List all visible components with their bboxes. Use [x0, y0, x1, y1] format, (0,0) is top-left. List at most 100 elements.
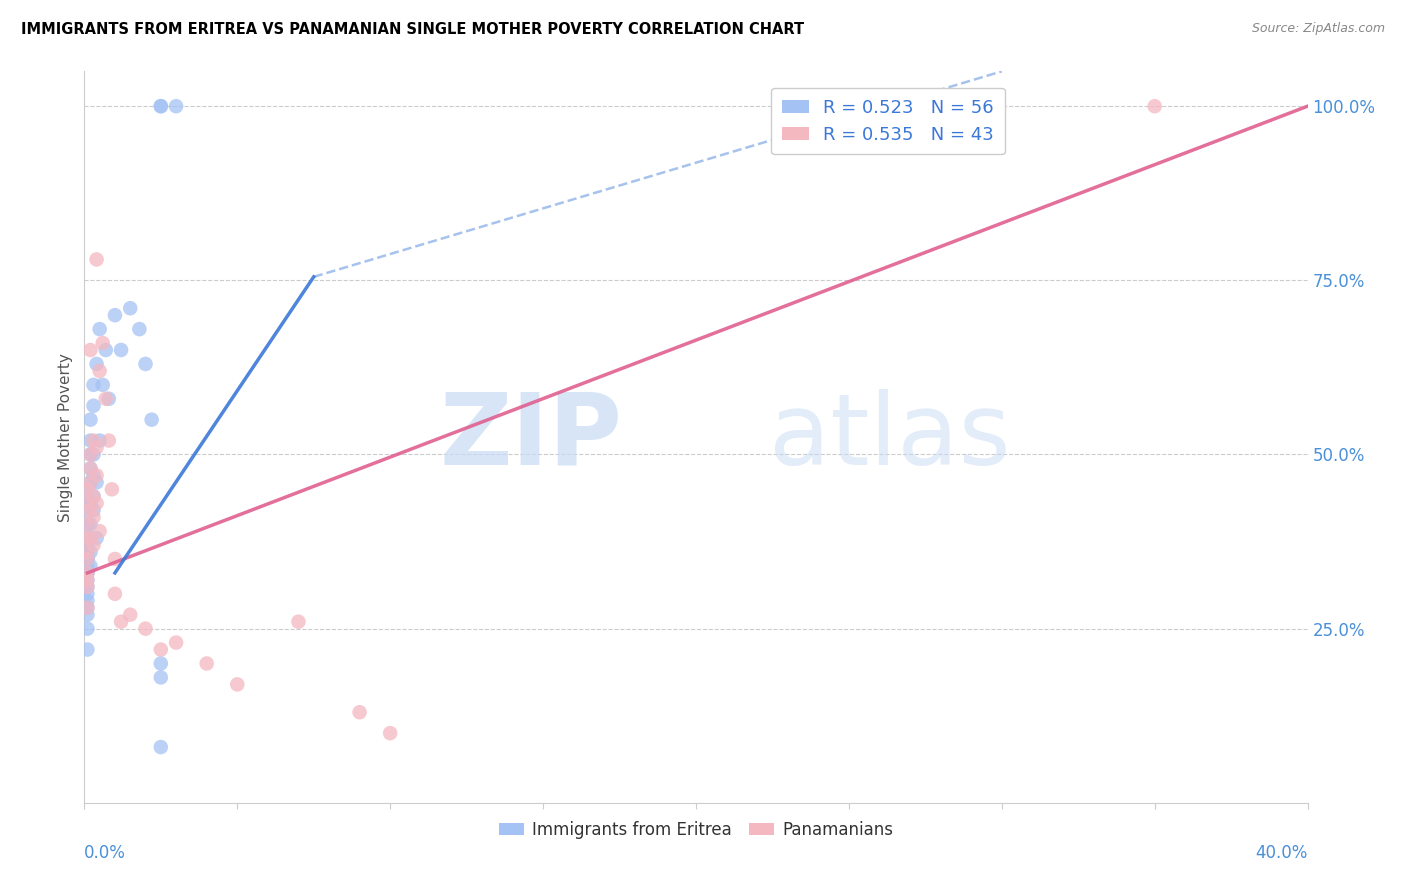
Panamanians [76, 517, 98, 532]
Immigrants from Eritrea [76, 587, 98, 601]
Immigrants from Eritrea [86, 475, 108, 490]
Immigrants from Eritrea [76, 552, 98, 566]
Panamanians [76, 573, 98, 587]
Text: atlas: atlas [769, 389, 1011, 485]
Panamanians [94, 392, 117, 406]
Text: Source: ZipAtlas.com: Source: ZipAtlas.com [1251, 22, 1385, 36]
Immigrants from Eritrea [76, 496, 98, 510]
Immigrants from Eritrea [149, 99, 172, 113]
Panamanians [104, 587, 127, 601]
Immigrants from Eritrea [76, 566, 98, 580]
Immigrants from Eritrea [97, 392, 120, 406]
Immigrants from Eritrea [76, 573, 98, 587]
Panamanians [110, 615, 132, 629]
Immigrants from Eritrea [76, 503, 98, 517]
Immigrants from Eritrea [79, 531, 101, 545]
Panamanians [79, 461, 101, 475]
Panamanians [104, 552, 127, 566]
Immigrants from Eritrea [104, 308, 127, 322]
Text: 0.0%: 0.0% [84, 845, 127, 863]
Panamanians [79, 448, 101, 462]
Immigrants from Eritrea [76, 545, 98, 559]
Immigrants from Eritrea [83, 468, 105, 483]
Text: ZIP: ZIP [440, 389, 623, 485]
Panamanians [76, 531, 98, 545]
Immigrants from Eritrea [79, 448, 101, 462]
Panamanians [76, 566, 98, 580]
Panamanians [83, 434, 105, 448]
Panamanians [79, 503, 101, 517]
Panamanians [83, 489, 105, 503]
Panamanians [97, 434, 120, 448]
Panamanians [195, 657, 218, 671]
Immigrants from Eritrea [79, 461, 101, 475]
Panamanians [76, 496, 98, 510]
Panamanians [91, 336, 114, 351]
Panamanians [79, 343, 101, 357]
Immigrants from Eritrea [76, 531, 98, 545]
Panamanians [149, 642, 172, 657]
Immigrants from Eritrea [165, 99, 187, 113]
Text: IMMIGRANTS FROM ERITREA VS PANAMANIAN SINGLE MOTHER POVERTY CORRELATION CHART: IMMIGRANTS FROM ERITREA VS PANAMANIAN SI… [21, 22, 804, 37]
Panamanians [86, 468, 108, 483]
Immigrants from Eritrea [94, 343, 117, 357]
Immigrants from Eritrea [76, 538, 98, 552]
Panamanians [76, 580, 98, 594]
Immigrants from Eritrea [76, 600, 98, 615]
Panamanians [165, 635, 187, 649]
Immigrants from Eritrea [76, 642, 98, 657]
Panamanians [76, 600, 98, 615]
Immigrants from Eritrea [76, 607, 98, 622]
Immigrants from Eritrea [83, 489, 105, 503]
Immigrants from Eritrea [76, 483, 98, 497]
Immigrants from Eritrea [89, 322, 111, 336]
Immigrants from Eritrea [79, 558, 101, 573]
Panamanians [89, 364, 111, 378]
Immigrants from Eritrea [76, 552, 98, 566]
Immigrants from Eritrea [86, 531, 108, 545]
Immigrants from Eritrea [79, 517, 101, 532]
Panamanians [120, 607, 142, 622]
Immigrants from Eritrea [149, 657, 172, 671]
Panamanians [86, 496, 108, 510]
Y-axis label: Single Mother Poverty: Single Mother Poverty [58, 352, 73, 522]
Panamanians [1143, 99, 1166, 113]
Immigrants from Eritrea [76, 566, 98, 580]
Panamanians [101, 483, 124, 497]
Panamanians [86, 252, 108, 267]
Immigrants from Eritrea [91, 377, 114, 392]
Immigrants from Eritrea [110, 343, 132, 357]
Immigrants from Eritrea [76, 622, 98, 636]
Immigrants from Eritrea [76, 594, 98, 608]
Panamanians [83, 510, 105, 524]
Panamanians [135, 622, 157, 636]
Panamanians [349, 705, 371, 719]
Immigrants from Eritrea [79, 475, 101, 490]
Panamanians [86, 441, 108, 455]
Immigrants from Eritrea [79, 545, 101, 559]
Immigrants from Eritrea [141, 412, 163, 426]
Immigrants from Eritrea [135, 357, 157, 371]
Immigrants from Eritrea [76, 558, 98, 573]
Immigrants from Eritrea [83, 377, 105, 392]
Text: 40.0%: 40.0% [1256, 845, 1308, 863]
Panamanians [76, 545, 98, 559]
Panamanians [76, 552, 98, 566]
Immigrants from Eritrea [76, 517, 98, 532]
Immigrants from Eritrea [79, 496, 101, 510]
Panamanians [79, 531, 101, 545]
Immigrants from Eritrea [149, 740, 172, 755]
Panamanians [287, 615, 309, 629]
Immigrants from Eritrea [128, 322, 150, 336]
Immigrants from Eritrea [83, 399, 105, 413]
Panamanians [380, 726, 402, 740]
Immigrants from Eritrea [149, 670, 172, 684]
Immigrants from Eritrea [120, 301, 142, 316]
Immigrants from Eritrea [89, 434, 111, 448]
Immigrants from Eritrea [76, 580, 98, 594]
Immigrants from Eritrea [149, 99, 172, 113]
Panamanians [79, 475, 101, 490]
Legend: Immigrants from Eritrea, Panamanians: Immigrants from Eritrea, Panamanians [492, 814, 900, 846]
Immigrants from Eritrea [83, 448, 105, 462]
Immigrants from Eritrea [79, 412, 101, 426]
